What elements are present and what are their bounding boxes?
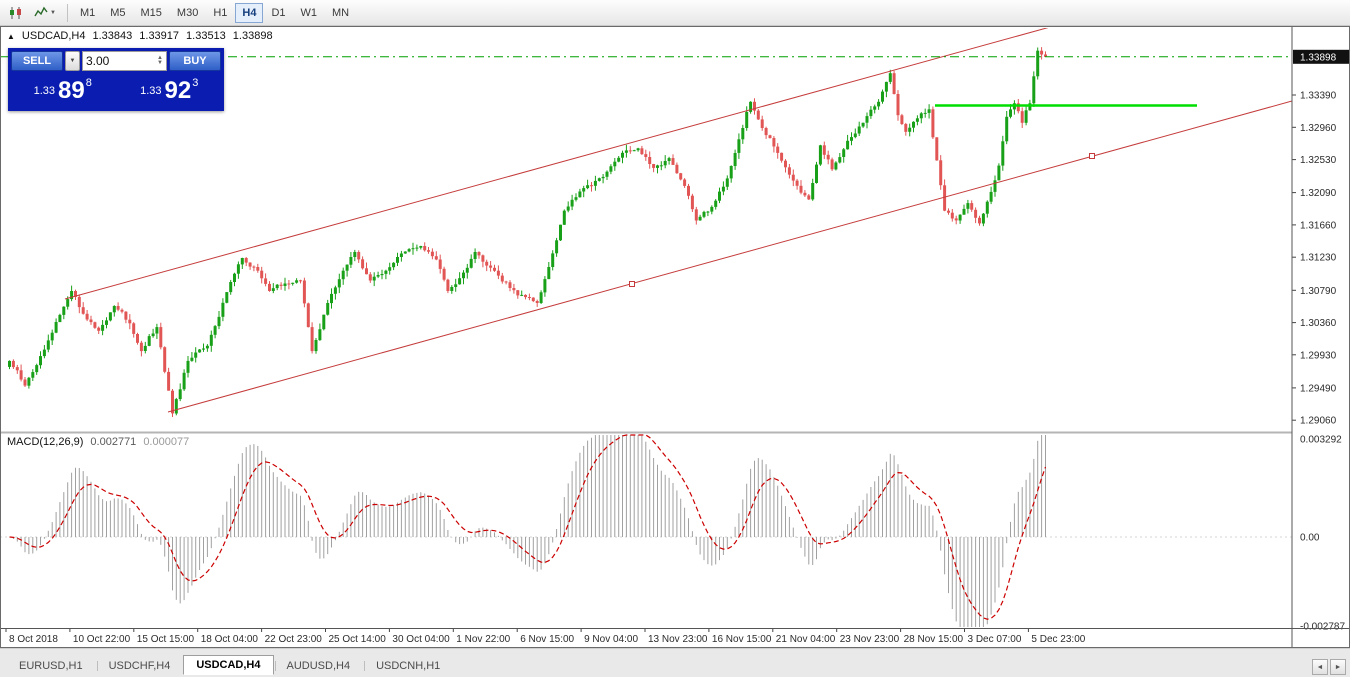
- timeframe-mn-button[interactable]: MN: [325, 3, 356, 23]
- svg-text:10 Oct 22:00: 10 Oct 22:00: [73, 634, 131, 645]
- sell-price-sup: 8: [85, 77, 92, 89]
- volume-value: 3.00: [86, 54, 110, 68]
- timeframe-h4-button[interactable]: H4: [235, 2, 264, 23]
- svg-text:1.30360: 1.30360: [1300, 318, 1337, 329]
- svg-text:21 Nov 04:00: 21 Nov 04:00: [776, 634, 836, 645]
- chart-tab-eurusd-h1[interactable]: EURUSD,H1: [6, 656, 96, 675]
- tabs-scroll-right-button[interactable]: ►: [1330, 659, 1346, 675]
- toolbar-separator: [66, 3, 68, 22]
- sell-price-big: 89: [58, 77, 85, 104]
- macd-signal-value: 0.000077: [143, 436, 190, 448]
- svg-text:1.30790: 1.30790: [1300, 286, 1337, 297]
- price-axis[interactable]: [1292, 26, 1350, 628]
- chart-canvas[interactable]: 1.33390 1.32960 1.32530 1.32090 1.31660 1.312…: [0, 26, 1350, 648]
- timeframe-m30-button[interactable]: M30: [170, 3, 205, 23]
- svg-text:1.31230: 1.31230: [1300, 253, 1337, 264]
- chart-tabs-bar: EURUSD,H1 USDCHF,H4 USDCAD,H4 AUDUSD,H4 USDC…: [0, 648, 1350, 677]
- timeframe-h1-button[interactable]: H1: [206, 3, 234, 23]
- chart-title: ▲ USDCAD,H4 1.33843 1.33917 1.33513 1.33…: [7, 30, 273, 42]
- svg-text:6 Nov 15:00: 6 Nov 15:00: [520, 634, 574, 645]
- buy-button[interactable]: BUY: [169, 51, 221, 71]
- pane-splitter[interactable]: [0, 430, 1292, 435]
- sell-price-prefix: 1.33: [33, 85, 56, 97]
- ohlc-high: 1.33917: [139, 30, 180, 42]
- svg-text:25 Oct 14:00: 25 Oct 14:00: [329, 634, 387, 645]
- chart-symbol-label: USDCAD,H4: [21, 30, 86, 42]
- svg-text:8 Oct 2018: 8 Oct 2018: [9, 634, 58, 645]
- svg-text:1.31660: 1.31660: [1300, 220, 1337, 231]
- svg-text:30 Oct 04:00: 30 Oct 04:00: [392, 634, 450, 645]
- ohlc-open: 1.33843: [92, 30, 133, 42]
- buy-price-big: 92: [164, 77, 192, 104]
- svg-text:1.32090: 1.32090: [1300, 188, 1337, 199]
- macd-main-value: 0.002771: [90, 436, 137, 448]
- svg-text:1.32530: 1.32530: [1300, 155, 1337, 166]
- timeframe-d1-button[interactable]: D1: [264, 3, 292, 23]
- ohlc-low: 1.33513: [186, 30, 226, 42]
- chart-tabs: EURUSD,H1 USDCHF,H4 USDCAD,H4 AUDUSD,H4 USDC…: [6, 655, 1312, 675]
- svg-text:1.32960: 1.32960: [1300, 123, 1337, 134]
- svg-text:18 Oct 04:00: 18 Oct 04:00: [201, 634, 259, 645]
- svg-text:1.29060: 1.29060: [1300, 416, 1337, 427]
- chart-tab-usdchf-h4[interactable]: USDCHF,H4: [96, 656, 184, 675]
- chart-tab-audusd-h4[interactable]: AUDUSD,H4: [274, 656, 364, 675]
- svg-text:-0.002787: -0.002787: [1300, 622, 1345, 633]
- volume-decrease-button[interactable]: ▼: [157, 60, 163, 66]
- svg-text:28 Nov 15:00: 28 Nov 15:00: [904, 634, 964, 645]
- collapse-chart-icon[interactable]: ▲: [7, 31, 15, 41]
- svg-text:1 Nov 22:00: 1 Nov 22:00: [456, 634, 510, 645]
- sell-button[interactable]: SELL: [11, 51, 63, 71]
- indicators-icon: [34, 6, 48, 16]
- svg-text:15 Oct 15:00: 15 Oct 15:00: [137, 634, 195, 645]
- svg-text:5 Dec 23:00: 5 Dec 23:00: [1031, 634, 1085, 645]
- svg-text:3 Dec 07:00: 3 Dec 07:00: [968, 634, 1022, 645]
- svg-text:23 Nov 23:00: 23 Nov 23:00: [840, 634, 900, 645]
- sell-price-box[interactable]: 1.33 89 8: [11, 74, 115, 108]
- svg-text:16 Nov 15:00: 16 Nov 15:00: [712, 634, 772, 645]
- svg-text:13 Nov 23:00: 13 Nov 23:00: [648, 634, 708, 645]
- svg-text:1.33390: 1.33390: [1300, 91, 1337, 102]
- svg-text:22 Oct 23:00: 22 Oct 23:00: [265, 634, 323, 645]
- candlestick-icon: [10, 6, 21, 19]
- svg-text:1.29490: 1.29490: [1300, 383, 1337, 394]
- buy-price-box[interactable]: 1.33 92 3: [117, 74, 221, 108]
- chevron-down-icon: ▼: [69, 58, 76, 64]
- timeframe-buttons: M1 M5 M15 M30 H1 H4 D1 W1 MN: [73, 2, 357, 23]
- timeframe-m1-button[interactable]: M1: [73, 3, 102, 23]
- one-click-trading-panel: SELL ▼ 3.00 ▲ ▼ BUY 1.33 89 8: [8, 48, 224, 111]
- svg-text:0.003292: 0.003292: [1300, 435, 1342, 446]
- chart-window: 1.33390 1.32960 1.32530 1.32090 1.31660 1.312…: [0, 26, 1350, 648]
- indicators-button[interactable]: ▼: [29, 3, 61, 23]
- toolbar: ▼ M1 M5 M15 M30 H1 H4 D1 W1 MN: [0, 0, 1350, 26]
- arrow-left-icon: ◄: [1316, 663, 1324, 671]
- time-axis[interactable]: [0, 628, 1292, 648]
- arrow-right-icon: ►: [1334, 663, 1342, 671]
- ohlc-close: 1.33898: [232, 30, 273, 42]
- volume-input[interactable]: 3.00 ▲ ▼: [82, 51, 167, 71]
- chevron-down-icon: ▼: [50, 9, 56, 16]
- tabs-scroll-left-button[interactable]: ◄: [1312, 659, 1328, 675]
- timeframe-w1-button[interactable]: W1: [294, 3, 325, 23]
- timeframe-m15-button[interactable]: M15: [134, 3, 169, 23]
- order-type-dropdown[interactable]: ▼: [65, 51, 80, 71]
- chart-tab-usdcad-h4[interactable]: USDCAD,H4: [183, 655, 274, 675]
- chart-type-button[interactable]: [4, 3, 28, 23]
- svg-text:9 Nov 04:00: 9 Nov 04:00: [584, 634, 638, 645]
- svg-text:0.00: 0.00: [1300, 533, 1320, 544]
- buy-price-prefix: 1.33: [140, 85, 162, 97]
- svg-text:1.33898: 1.33898: [1300, 52, 1337, 63]
- volume-increase-button[interactable]: ▲: [157, 55, 163, 61]
- chart-tab-usdcnh-h1[interactable]: USDCNH,H1: [363, 656, 453, 675]
- macd-name: MACD(12,26,9): [7, 436, 84, 448]
- svg-text:1.29930: 1.29930: [1300, 350, 1337, 361]
- macd-indicator-label: MACD(12,26,9) 0.002771 0.000077: [7, 436, 189, 448]
- buy-price-sup: 3: [192, 77, 199, 89]
- timeframe-m5-button[interactable]: M5: [103, 3, 132, 23]
